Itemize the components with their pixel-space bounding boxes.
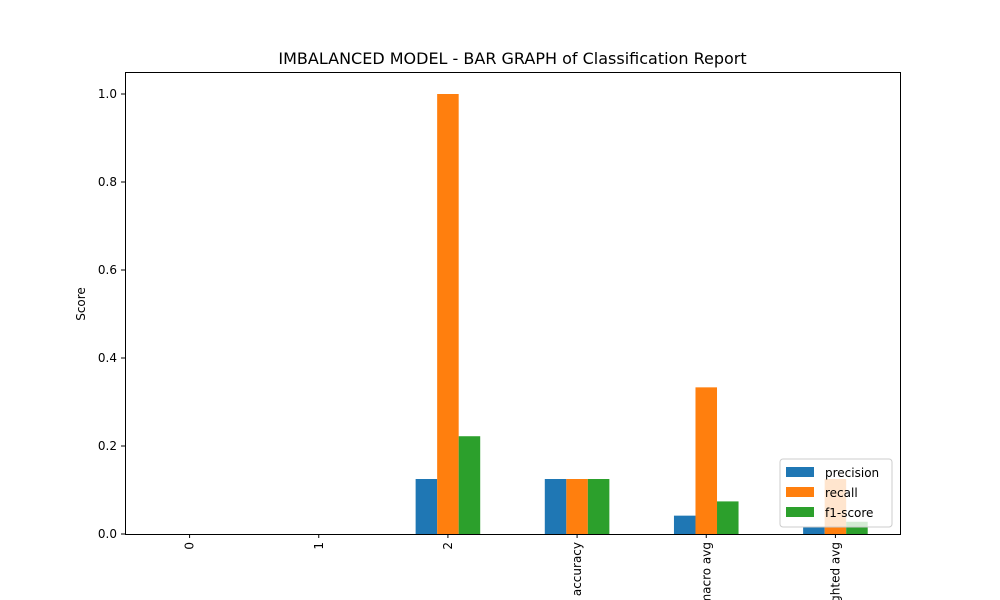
legend-swatch-f1-score [786,507,814,517]
y-tick-label: 0.2 [98,439,117,453]
bar-precision-2 [415,479,438,534]
y-tick-label: 0.8 [98,175,117,189]
legend: precision recall f1-score [779,458,893,528]
y-axis-label: Score [74,287,88,321]
x-tick-label: 1 [312,542,326,550]
bar-precision-3 [544,479,567,534]
y-tick-label: 0.6 [98,263,117,277]
bar-precision-4 [673,515,696,534]
chart-title: IMBALANCED MODEL - BAR GRAPH of Classifi… [278,49,746,68]
x-tick-label: macro avg [699,542,713,600]
bar-recall-4 [695,387,718,534]
bar-f1-score-3 [587,479,610,534]
x-tick-label: accuracy [570,542,584,596]
plot-frame [125,72,901,535]
legend-label-precision: precision [825,466,879,480]
bar-recall-3 [566,479,588,534]
y-tick-label: 0.0 [98,527,117,541]
y-axis: 0.0 0.2 0.4 0.6 0.8 1.0 [98,87,125,541]
x-tick-label: 0 [183,542,197,550]
legend-label-f1-score: f1-score [825,506,873,520]
legend-swatch-recall [786,487,814,497]
bar-f1-score-2 [458,436,481,534]
bar-precision-5 [803,527,825,534]
x-tick-label: weighted avg [828,542,842,600]
y-tick-label: 1.0 [98,87,117,101]
y-tick-label: 0.4 [98,351,117,365]
legend-swatch-precision [786,467,814,477]
x-tick-label: 2 [441,542,455,550]
bar-f1-score-4 [717,501,739,534]
bar-recall-2 [437,94,459,534]
x-axis: 0 1 2 accuracy macro avg weighted avg [183,534,842,600]
legend-label-recall: recall [825,486,858,500]
